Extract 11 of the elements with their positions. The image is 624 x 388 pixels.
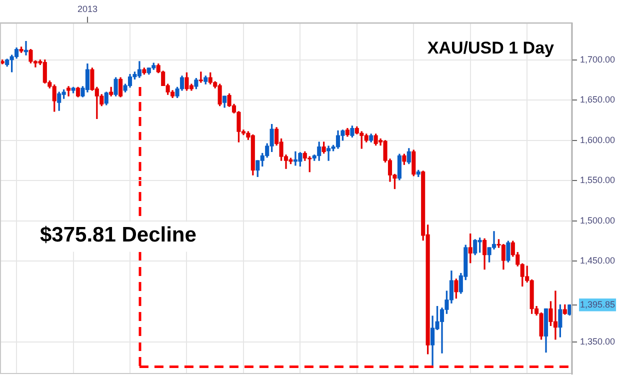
y-tick-label: 1,650.00	[580, 94, 616, 105]
y-tick-label: 1,450.00	[580, 256, 616, 266]
y-tick-label: 1,350.00	[580, 336, 616, 346]
text: XAU/USD 1 Day	[427, 38, 555, 58]
annotation: $375.81 Decline	[40, 224, 196, 247]
x-tick-label: 2013	[77, 4, 98, 14]
y-tick-label: 1,395.85	[580, 299, 616, 310]
y-tick-label: 1,700.00	[580, 54, 616, 64]
y-tick-label: 1,500.00	[580, 215, 616, 226]
y-tick-label: 1,550.00	[580, 175, 616, 186]
y-tick-label: 1,600.00	[580, 134, 616, 145]
